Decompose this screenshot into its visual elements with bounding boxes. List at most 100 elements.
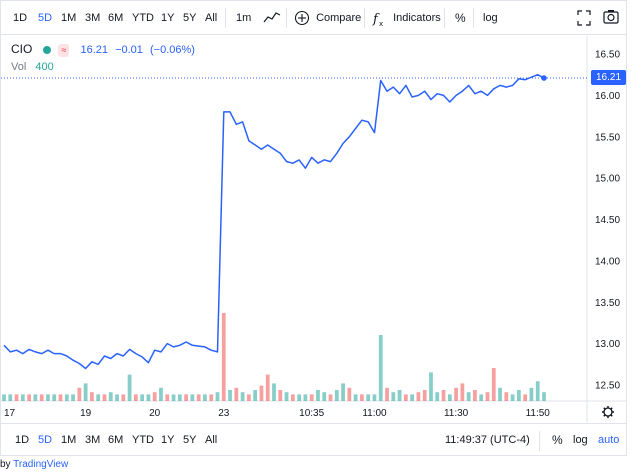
range-6m-button[interactable]: 6M bbox=[108, 12, 124, 24]
volume-bar bbox=[272, 383, 276, 401]
volume-bar bbox=[278, 390, 283, 401]
y-tick-label: 15.00 bbox=[595, 174, 620, 185]
bottom-range-5d-button[interactable]: 5D bbox=[38, 434, 53, 446]
volume-bar bbox=[366, 394, 371, 401]
volume-bar bbox=[39, 394, 44, 401]
compare-button[interactable]: Compare bbox=[294, 1, 361, 35]
last-price-tag: 16.21 bbox=[591, 70, 626, 86]
price-change-pct: (−0.06%) bbox=[149, 44, 195, 56]
volume-bar bbox=[328, 394, 333, 401]
volume-bar bbox=[146, 394, 151, 401]
toolbar-divider bbox=[473, 8, 474, 28]
bottom-log-toggle[interactable]: log bbox=[573, 434, 588, 446]
volume-bar bbox=[498, 387, 502, 401]
range-all-button[interactable]: All bbox=[205, 12, 218, 24]
bottom-auto-toggle[interactable]: auto bbox=[598, 434, 620, 446]
volume-bar bbox=[397, 390, 402, 401]
last-price: 16.21 bbox=[80, 44, 109, 56]
svg-text:f: f bbox=[372, 12, 380, 27]
volume-bar bbox=[240, 392, 245, 401]
volume-bar bbox=[253, 390, 258, 401]
chart-area[interactable]: 16.50 16.00 15.50 15.00 14.50 14.00 13.50 13.00… bbox=[1, 36, 626, 423]
fullscreen-icon[interactable] bbox=[577, 1, 591, 35]
range-5y-button[interactable]: 5Y bbox=[183, 12, 197, 24]
volume-bar bbox=[535, 381, 540, 401]
bottom-range-1d-button[interactable]: 1D bbox=[15, 434, 30, 446]
volume-bar bbox=[403, 394, 408, 401]
volume-bar bbox=[473, 390, 477, 401]
bottom-range-6m-button[interactable]: 6M bbox=[108, 434, 124, 446]
settings-gear-icon[interactable] bbox=[602, 406, 614, 418]
range-1d-button[interactable]: 1D bbox=[13, 12, 28, 24]
volume-bar bbox=[378, 335, 383, 401]
range-3m-button[interactable]: 3M bbox=[85, 12, 101, 24]
volume-bar bbox=[108, 392, 113, 401]
compare-plus-icon bbox=[294, 10, 310, 26]
volume-bar bbox=[83, 383, 88, 401]
volume-bar bbox=[284, 392, 289, 401]
volume-bar bbox=[529, 387, 534, 401]
volume-bar bbox=[77, 387, 82, 401]
y-tick-label: 12.50 bbox=[595, 381, 620, 392]
line-style-icon[interactable] bbox=[263, 1, 281, 35]
volume-bar bbox=[20, 394, 25, 401]
tradingview-brand: TradingView bbox=[13, 459, 69, 470]
x-tick-label: 20 bbox=[149, 408, 161, 419]
bottom-percent-toggle[interactable]: % bbox=[552, 433, 563, 447]
volume-bar bbox=[410, 394, 415, 401]
chart-widget: 1D 5D 1M 3M 6M YTD 1Y 5Y All 1m Compare … bbox=[0, 0, 627, 456]
volume-bar bbox=[46, 394, 50, 401]
price-change: −0.01 bbox=[115, 44, 143, 56]
percent-toggle[interactable]: % bbox=[455, 11, 466, 25]
tradingview-credit[interactable]: by TradingView bbox=[0, 459, 68, 470]
toolbar-divider bbox=[364, 8, 365, 28]
top-toolbar: 1D 5D 1M 3M 6M YTD 1Y 5Y All 1m Compare … bbox=[1, 1, 626, 35]
bottom-range-ytd-button[interactable]: YTD bbox=[132, 434, 154, 446]
volume-bar bbox=[209, 394, 214, 401]
delayed-badge[interactable]: ≈ bbox=[58, 43, 70, 57]
volume-bar bbox=[309, 394, 314, 401]
volume-bar bbox=[190, 394, 195, 401]
volume-bar bbox=[510, 394, 515, 401]
volume-bar bbox=[215, 392, 220, 401]
clock-timezone[interactable]: 11:49:37 (UTC-4) bbox=[445, 434, 530, 446]
volume-bar bbox=[203, 394, 207, 401]
range-5d-button[interactable]: 5D bbox=[38, 12, 53, 24]
x-tick-label: 23 bbox=[218, 408, 230, 419]
symbol-label[interactable]: CIO bbox=[11, 42, 33, 56]
bottom-range-3m-button[interactable]: 3M bbox=[85, 434, 101, 446]
volume-bar bbox=[228, 390, 232, 401]
bottom-range-1m-button[interactable]: 1M bbox=[61, 434, 77, 446]
volume-label: Vol bbox=[11, 61, 27, 73]
volume-bar bbox=[184, 394, 188, 401]
bottom-range-5y-button[interactable]: 5Y bbox=[183, 434, 197, 446]
y-tick-label: 13.00 bbox=[595, 339, 620, 350]
volume-bar bbox=[385, 387, 389, 401]
volume-bar bbox=[8, 394, 13, 401]
volume-bar bbox=[2, 394, 6, 401]
svg-text:x: x bbox=[379, 20, 383, 28]
volume-bar bbox=[454, 387, 458, 401]
log-toggle[interactable]: log bbox=[483, 12, 498, 24]
volume-bar bbox=[316, 390, 320, 401]
volume-bar bbox=[485, 392, 490, 401]
volume-bar bbox=[334, 390, 339, 401]
volume-bar bbox=[303, 394, 308, 401]
volume-bar bbox=[52, 394, 57, 401]
volume-bar bbox=[221, 313, 226, 401]
chart-legend: CIO ≈ 16.21 −0.01 (−0.06%) Vol 400 bbox=[11, 40, 195, 76]
range-1m-button[interactable]: 1M bbox=[61, 12, 77, 24]
volume-bar bbox=[322, 392, 327, 401]
range-1y-button[interactable]: 1Y bbox=[161, 12, 175, 24]
range-ytd-button[interactable]: YTD bbox=[132, 12, 154, 24]
price-chart[interactable]: 16.50 16.00 15.50 15.00 14.50 14.00 13.50 13.00… bbox=[1, 36, 626, 423]
bottom-range-all-button[interactable]: All bbox=[205, 434, 218, 446]
interval-button[interactable]: 1m bbox=[236, 12, 252, 24]
bottom-range-1y-button[interactable]: 1Y bbox=[161, 434, 175, 446]
volume-bar bbox=[542, 392, 546, 401]
volume-bar bbox=[171, 394, 176, 401]
volume-bar bbox=[435, 392, 440, 401]
snapshot-camera-icon[interactable] bbox=[603, 1, 619, 35]
volume-bar bbox=[102, 394, 107, 401]
